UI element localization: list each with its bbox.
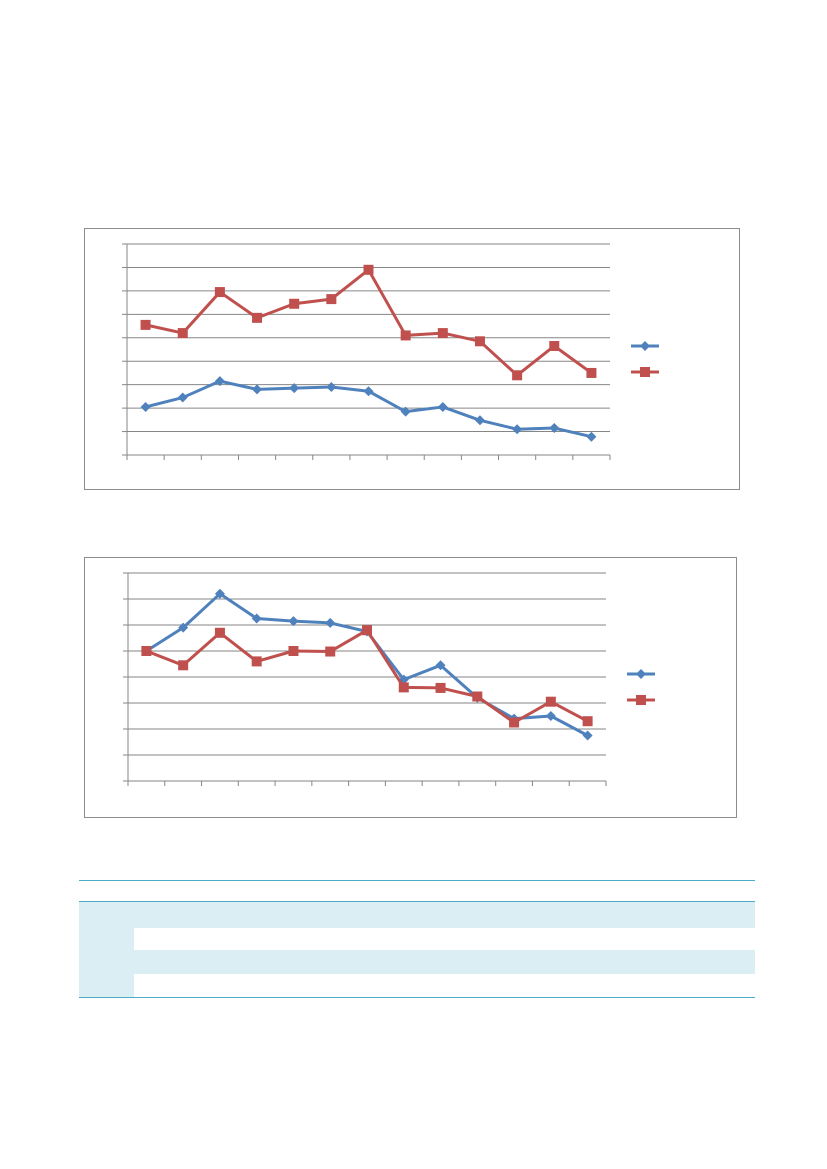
data-point xyxy=(362,625,372,636)
data-point xyxy=(140,319,151,330)
data-point xyxy=(435,682,446,693)
data-point xyxy=(252,312,263,323)
data-point xyxy=(512,424,523,435)
data-point xyxy=(288,616,299,627)
data-point xyxy=(289,383,300,394)
data-point xyxy=(582,716,593,727)
data-point xyxy=(545,711,556,721)
data-point xyxy=(289,298,300,309)
data-point xyxy=(140,401,151,412)
data-point xyxy=(400,330,411,341)
data-point xyxy=(586,367,597,378)
data-point xyxy=(325,617,336,628)
data-point xyxy=(474,415,485,426)
data-point xyxy=(325,646,336,657)
series-line-2 xyxy=(145,628,589,724)
data-point xyxy=(549,423,560,434)
series-line-2 xyxy=(145,268,593,377)
data-point xyxy=(435,660,446,671)
data-point xyxy=(214,287,225,298)
data-point xyxy=(474,336,485,347)
data-point xyxy=(326,382,337,393)
data-point xyxy=(363,264,374,275)
data-point xyxy=(512,370,523,381)
chart-2 xyxy=(84,557,737,818)
data-point xyxy=(437,401,448,412)
data-point xyxy=(582,730,593,741)
data-table xyxy=(79,880,755,998)
data-point xyxy=(400,406,411,417)
legend-key-marker xyxy=(636,695,646,705)
data-point xyxy=(178,660,189,671)
data-point xyxy=(214,627,225,638)
chart-2-plot xyxy=(123,572,655,786)
table-top-rule xyxy=(79,880,755,881)
legend-key-marker xyxy=(640,341,650,351)
table-header-rule xyxy=(79,901,755,902)
data-point xyxy=(288,646,299,656)
data-point xyxy=(549,340,560,351)
chart-1 xyxy=(84,228,740,490)
data-point xyxy=(545,696,556,707)
data-point xyxy=(214,588,225,599)
data-point xyxy=(177,392,188,403)
chart-1-plot xyxy=(122,243,659,460)
data-point xyxy=(177,328,188,339)
data-point xyxy=(141,646,152,656)
data-point xyxy=(586,431,597,442)
data-point xyxy=(251,613,262,624)
table-row-group-band xyxy=(79,902,134,997)
data-point xyxy=(252,384,263,395)
data-point xyxy=(398,682,409,693)
data-point xyxy=(178,622,189,633)
table-row xyxy=(134,950,755,974)
data-point xyxy=(509,717,520,728)
legend-key-marker xyxy=(640,367,650,377)
data-point xyxy=(214,376,225,387)
data-point xyxy=(251,656,262,667)
table-row xyxy=(134,902,755,928)
legend-key-marker xyxy=(636,669,646,679)
data-point xyxy=(472,691,483,702)
data-point xyxy=(363,386,374,397)
series-line-1 xyxy=(145,592,589,737)
data-point xyxy=(326,294,337,305)
table-bottom-rule xyxy=(79,997,755,998)
data-point xyxy=(437,328,448,339)
